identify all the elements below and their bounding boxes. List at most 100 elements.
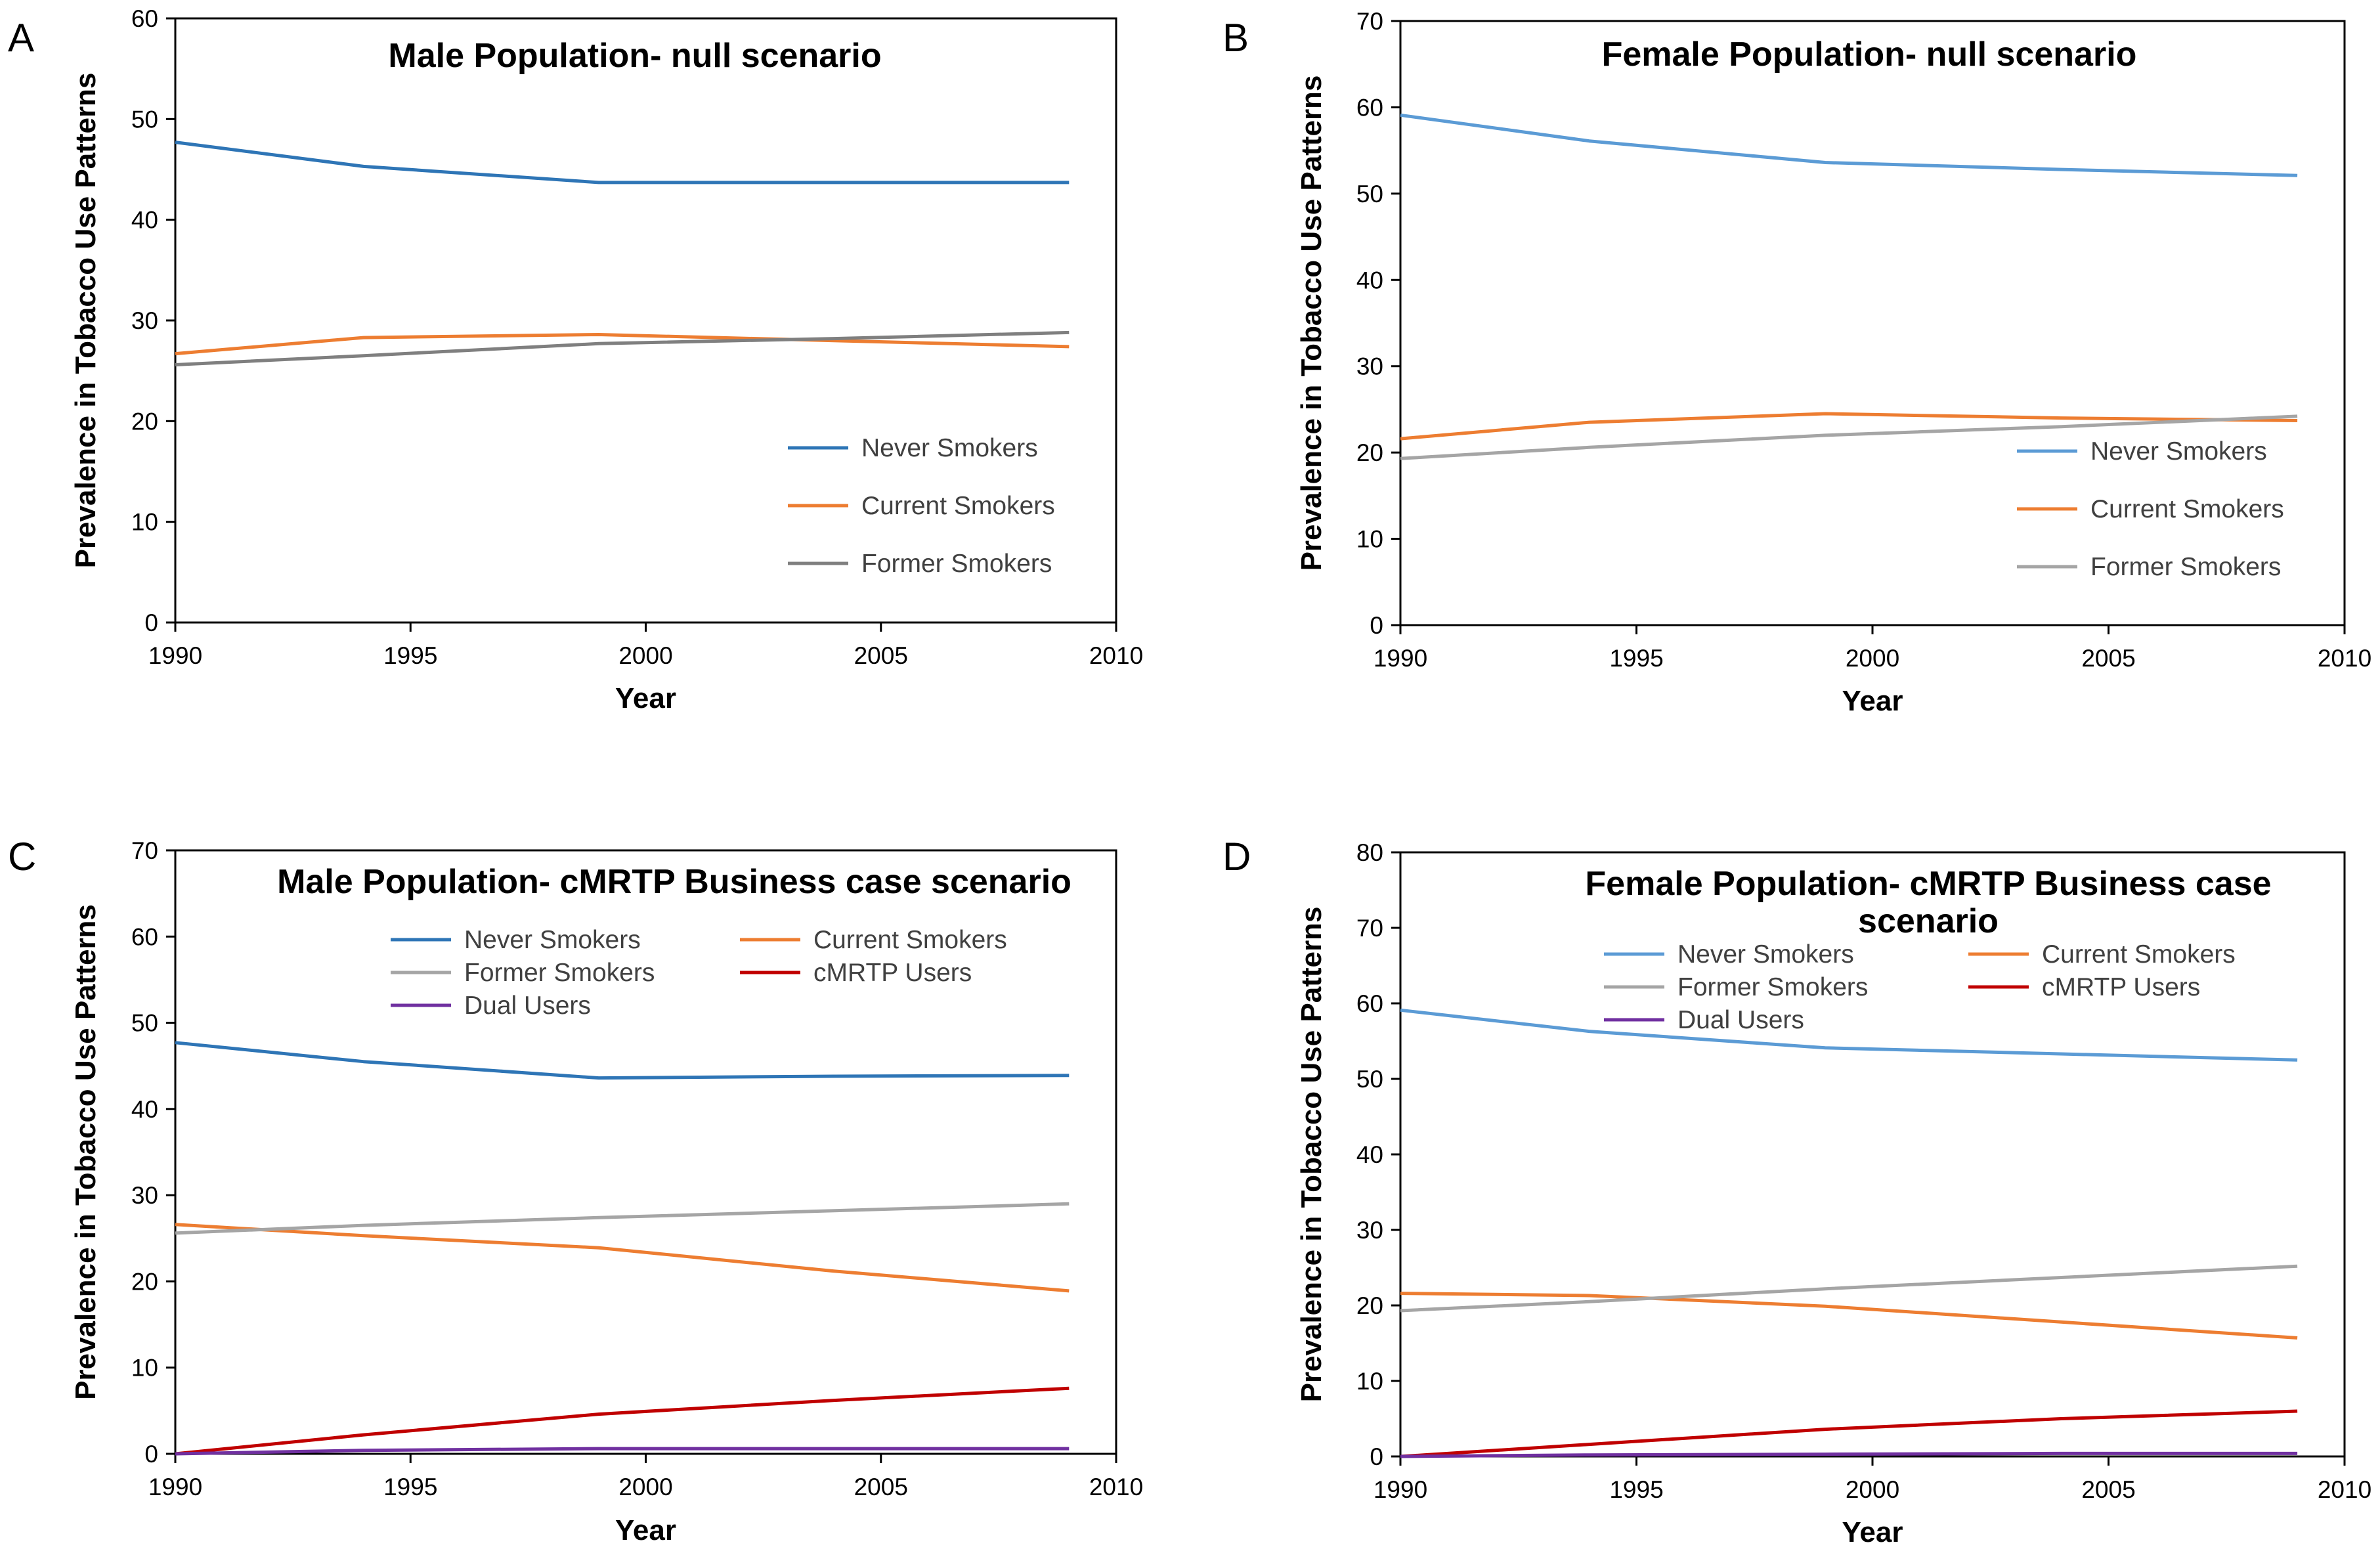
panel-d-legend-label-dual-users: Dual Users bbox=[1677, 1006, 1804, 1034]
panel-c-ytick-label: 0 bbox=[144, 1441, 158, 1468]
panel-b-legend-label-never-smokers: Never Smokers bbox=[2090, 437, 2267, 466]
panel-b-xtick-label: 2000 bbox=[1846, 645, 1899, 672]
panel-c-ytick-label: 20 bbox=[131, 1268, 158, 1295]
panel-b-ytick-label: 30 bbox=[1356, 353, 1383, 380]
panel-d-title-line-2: scenario bbox=[1858, 902, 1999, 940]
panel-c-xtick-label: 1995 bbox=[383, 1474, 437, 1500]
panel-c-y-axis-title: Prevalence in Tobacco Use Patterns bbox=[70, 904, 102, 1400]
panel-b-legend-label-former-smokers: Former Smokers bbox=[2090, 553, 2281, 581]
panel-b-title: Female Population- null scenario bbox=[1602, 35, 2137, 74]
panel-c-legend-label-dual-users: Dual Users bbox=[464, 992, 591, 1020]
panel-c-legend-label-former-smokers: Former Smokers bbox=[464, 959, 655, 987]
panel-d-ytick-label: 10 bbox=[1356, 1368, 1383, 1395]
panel-a-x-axis-title: Year bbox=[615, 682, 676, 714]
panel-a-series-never-smokers bbox=[175, 141, 1070, 185]
panel-c-legend: Never Smokers Current Smokers Former Smoke… bbox=[391, 926, 1007, 1020]
panel-d-xtick-label: 2005 bbox=[2081, 1476, 2135, 1503]
panel-a-ytick-label: 60 bbox=[131, 5, 158, 32]
panel-c-series-current-smokers bbox=[175, 1223, 1070, 1293]
panel-c-series-former-smokers bbox=[175, 1202, 1070, 1235]
panel-c-title: Male Population- cMRTP Business case sce… bbox=[277, 863, 1071, 901]
panel-b-ytick-label: 70 bbox=[1356, 8, 1383, 35]
panel-a-title: Male Population- null scenario bbox=[388, 37, 881, 75]
panel-d-ytick-label: 50 bbox=[1356, 1066, 1383, 1093]
panel-c-ytick-label: 60 bbox=[131, 923, 158, 950]
panel-d-ytick-label: 70 bbox=[1356, 915, 1383, 942]
panel-b: B 0 10 20 30 40 50 60 70 1990 1995 2000 2005 2010 Year… bbox=[1222, 8, 2371, 717]
panel-d-xtick-label: 1990 bbox=[1374, 1476, 1427, 1503]
panel-b-ytick-label: 60 bbox=[1356, 94, 1383, 121]
panel-c-xtick-label: 1990 bbox=[148, 1474, 202, 1500]
panel-b-xtick-label: 1990 bbox=[1374, 645, 1427, 672]
panel-b-xtick-label: 2005 bbox=[2081, 645, 2135, 672]
panel-b-ytick-label: 10 bbox=[1356, 526, 1383, 553]
panel-c-series-cmrtp-users bbox=[175, 1386, 1070, 1456]
panel-b-legend-label-current-smokers: Current Smokers bbox=[2090, 495, 2284, 523]
panel-d-legend-label-former-smokers: Former Smokers bbox=[1677, 973, 1868, 1001]
panel-a-legend-label-current-smokers: Current Smokers bbox=[861, 492, 1055, 520]
panel-b-series-current-smokers bbox=[1400, 412, 2298, 441]
panel-d-ytick-label: 80 bbox=[1356, 839, 1383, 866]
panel-a-xtick-label: 2000 bbox=[618, 642, 672, 669]
panel-d-xtick-label: 1995 bbox=[1609, 1476, 1663, 1503]
panel-b-xtick-label: 2010 bbox=[2318, 645, 2371, 672]
panel-b-ytick-label: 0 bbox=[1370, 612, 1383, 639]
panel-d-series-former-smokers bbox=[1400, 1264, 2298, 1313]
panel-b-xtick-label: 1995 bbox=[1609, 645, 1663, 672]
panel-b-legend: Never Smokers Current Smokers Former Smoke… bbox=[2017, 437, 2284, 581]
panel-d-xtick-label: 2000 bbox=[1846, 1476, 1899, 1503]
panel-d-x-axis-title: Year bbox=[1842, 1516, 1903, 1548]
panel-d-letter: D bbox=[1222, 835, 1251, 879]
panel-d-ytick-label: 0 bbox=[1370, 1443, 1383, 1470]
panel-d-xtick-label: 2010 bbox=[2318, 1476, 2371, 1503]
panel-a-ytick-label: 20 bbox=[131, 408, 158, 435]
panel-b-x-axis-title: Year bbox=[1842, 685, 1903, 717]
panel-d-ytick-label: 60 bbox=[1356, 990, 1383, 1017]
panel-d-legend-label-cmrtp-users: cMRTP Users bbox=[2042, 973, 2200, 1001]
panel-a-ytick-label: 10 bbox=[131, 509, 158, 536]
panel-a-plot-area bbox=[174, 17, 1117, 624]
panel-c-ytick-label: 40 bbox=[131, 1096, 158, 1123]
panel-a-legend: Never Smokers Current Smokers Former Smoke… bbox=[788, 434, 1055, 578]
panel-c-xtick-label: 2000 bbox=[618, 1474, 672, 1500]
panel-b-ytick-label: 40 bbox=[1356, 267, 1383, 294]
panel-d-legend-label-current-smokers: Current Smokers bbox=[2042, 940, 2236, 969]
panel-a-ytick-label: 0 bbox=[144, 609, 158, 636]
panel-d-legend: Never Smokers Current Smokers Former Smoke… bbox=[1604, 940, 2236, 1034]
panel-d-title-line-1: Female Population- cMRTP Business case bbox=[1585, 865, 2271, 903]
panel-a: A 0 10 20 30 40 50 60 1990 1995 2000 2005 2010 Year Pr… bbox=[8, 5, 1143, 714]
panel-a-ytick-label: 30 bbox=[131, 307, 158, 334]
panel-a-xtick-label: 1990 bbox=[148, 642, 202, 669]
panel-d-series-dual-users bbox=[1400, 1451, 2298, 1458]
panel-d-ytick-label: 20 bbox=[1356, 1292, 1383, 1319]
panel-a-xtick-label: 1995 bbox=[383, 642, 437, 669]
panel-a-y-axis-title: Prevalence in Tobacco Use Patterns bbox=[70, 73, 102, 569]
panel-a-xtick-label: 2010 bbox=[1089, 642, 1143, 669]
panel-b-series-never-smokers bbox=[1400, 113, 2298, 177]
panel-c-legend-label-never-smokers: Never Smokers bbox=[464, 926, 641, 954]
panel-d-ytick-label: 40 bbox=[1356, 1141, 1383, 1168]
panel-d-series-cmrtp-users bbox=[1400, 1409, 2298, 1458]
panel-b-letter: B bbox=[1222, 16, 1249, 60]
panel-c-ytick-label: 70 bbox=[131, 837, 158, 864]
panel-d-series-never-smokers bbox=[1400, 1008, 2298, 1062]
panel-a-series-former-smokers bbox=[175, 330, 1070, 366]
panel-c-series-never-smokers bbox=[175, 1041, 1070, 1080]
panel-a-ytick-label: 50 bbox=[131, 106, 158, 133]
panel-d-series-current-smokers bbox=[1400, 1292, 2298, 1340]
panel-c-legend-label-current-smokers: Current Smokers bbox=[813, 926, 1007, 954]
panel-a-xtick-label: 2005 bbox=[854, 642, 908, 669]
panel-b-ytick-label: 20 bbox=[1356, 439, 1383, 466]
panel-d: D 0 10 20 30 40 50 60 70 80 1990 1995 2000 2005 2010 Ye… bbox=[1222, 835, 2371, 1548]
panel-b-ytick-label: 50 bbox=[1356, 181, 1383, 208]
panel-b-series-former-smokers bbox=[1400, 414, 2298, 460]
panel-a-legend-label-never-smokers: Never Smokers bbox=[861, 434, 1038, 462]
panel-c-ytick-label: 30 bbox=[131, 1182, 158, 1209]
panel-d-ytick-label: 30 bbox=[1356, 1217, 1383, 1244]
panel-a-legend-label-former-smokers: Former Smokers bbox=[861, 550, 1052, 578]
panel-c-ytick-label: 50 bbox=[131, 1010, 158, 1037]
panel-d-title: Female Population- cMRTP Business case sc… bbox=[1585, 865, 2271, 940]
panel-a-series-current-smokers bbox=[175, 333, 1070, 356]
panel-d-y-axis-title: Prevalence in Tobacco Use Patterns bbox=[1295, 907, 1328, 1403]
